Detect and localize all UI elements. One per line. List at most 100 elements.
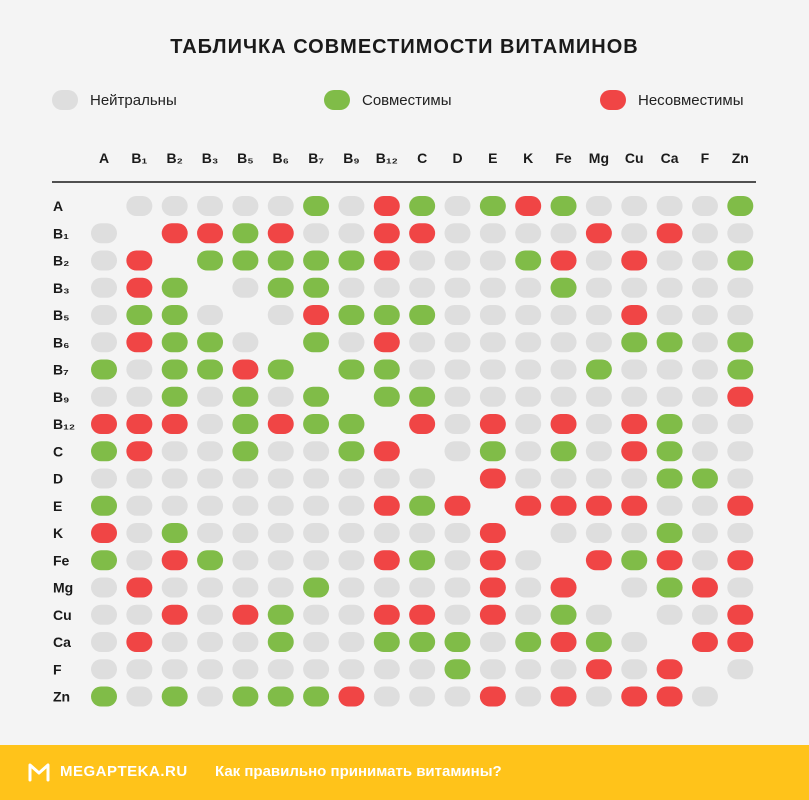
cell-b3-k [515, 277, 542, 298]
cell-cu-c [409, 604, 436, 625]
cell-k-e [479, 523, 506, 543]
column-header-d: D [452, 150, 462, 166]
cell-a-k [515, 196, 542, 216]
cell-ca-b5 [232, 632, 259, 652]
cell-b3-b12 [373, 277, 400, 298]
cell-b9-b2 [161, 386, 188, 407]
cell-mg-b9 [338, 577, 365, 598]
cell-f-c [409, 659, 436, 680]
cell-b2-e [479, 250, 506, 271]
cell-zn-b6 [267, 686, 294, 707]
cell-e-b2 [161, 495, 188, 516]
cell-d-e [479, 468, 506, 489]
cell-a-e [479, 196, 506, 216]
cell-b12-b9 [338, 414, 365, 434]
cell-b3-b5 [232, 277, 259, 298]
cell-f-b12 [373, 659, 400, 680]
cell-ca-c [409, 632, 436, 652]
cell-zn-b5 [232, 686, 259, 707]
cell-b12-e [479, 414, 506, 434]
legend-swatch-neutral [52, 90, 78, 110]
cell-ca-a [91, 632, 117, 652]
cell-ca-b6 [267, 632, 294, 652]
cell-c-b7 [303, 441, 330, 462]
cell-cu-b7 [303, 604, 330, 625]
cell-d-b7 [303, 468, 330, 489]
cell-k-b5 [232, 523, 259, 543]
cell-b12-mg [585, 414, 612, 434]
cell-b1-f [691, 223, 718, 244]
cell-f-fe [550, 659, 577, 680]
cell-a-d [444, 196, 471, 216]
row-label-b5: B₅ [53, 307, 70, 323]
cell-e-fe [550, 495, 577, 516]
cell-cu-e [479, 604, 506, 625]
cell-ca-zn [727, 632, 754, 652]
cell-b7-b2 [161, 359, 188, 380]
cell-c-b3 [197, 441, 224, 462]
cell-c-d [444, 441, 471, 462]
cell-fe-mg [585, 550, 612, 571]
cell-b2-ca [656, 250, 683, 271]
cell-k-b12 [373, 523, 400, 543]
cell-b12-b7 [303, 414, 330, 434]
cell-b2-b12 [373, 250, 400, 271]
cell-k-f [691, 523, 718, 543]
cell-c-cu [621, 441, 648, 462]
cell-b9-b6 [267, 386, 294, 407]
cell-b7-k [515, 359, 542, 380]
cell-b1-zn [727, 223, 754, 244]
cell-b9-cu [621, 386, 648, 407]
cell-mg-a [91, 577, 117, 598]
row-label-c: C [53, 443, 63, 459]
cell-b12-zn [727, 414, 754, 434]
cell-b9-b12 [373, 386, 400, 407]
vitamins-article-link[interactable]: Как правильно принимать витамины? [215, 763, 502, 780]
cell-k-zn [727, 523, 754, 543]
column-header-fe: Fe [555, 150, 572, 166]
column-header-f: F [701, 150, 710, 166]
cell-fe-b12 [373, 550, 400, 571]
cell-b5-b3 [197, 305, 224, 325]
megapteka-logo-icon [28, 763, 50, 782]
cell-mg-b6 [267, 577, 294, 598]
cell-b5-fe [550, 305, 577, 325]
cell-f-b1 [126, 659, 153, 680]
cell-d-c [409, 468, 436, 489]
cell-b2-d [444, 250, 471, 271]
cell-a-cu [621, 196, 648, 216]
cell-b7-b12 [373, 359, 400, 380]
cell-b3-b2 [161, 277, 188, 298]
cell-mg-zn [727, 577, 754, 598]
cell-b12-f [691, 414, 718, 434]
cell-b7-b6 [267, 359, 294, 380]
cell-zn-b1 [126, 686, 153, 707]
cell-b6-d [444, 332, 471, 353]
cell-b12-a [91, 414, 117, 434]
cell-zn-f [691, 686, 718, 707]
cell-f-b3 [197, 659, 224, 680]
cell-d-b2 [161, 468, 188, 489]
row-label-fe: Fe [53, 552, 70, 568]
cell-zn-ca [656, 686, 683, 707]
cell-b6-ca [656, 332, 683, 353]
row-label-b9: B₉ [53, 389, 69, 405]
cell-b7-b3 [197, 359, 224, 380]
cell-b5-d [444, 305, 471, 325]
cell-b12-b5 [232, 414, 259, 434]
cell-b1-ca [656, 223, 683, 244]
cell-b9-b5 [232, 386, 259, 407]
cell-b6-mg [585, 332, 612, 353]
cell-a-b12 [373, 196, 400, 216]
cell-c-b12 [373, 441, 400, 462]
cell-b1-a [91, 223, 117, 244]
legend-swatch-incompatible [600, 90, 626, 110]
cell-b5-b9 [338, 305, 365, 325]
cell-mg-b7 [303, 577, 330, 598]
column-header-b12: B₁₂ [376, 150, 398, 166]
cell-d-b12 [373, 468, 400, 489]
legend-label-compatible: Совместимы [362, 91, 452, 109]
column-header-e: E [488, 150, 497, 166]
cell-zn-k [515, 686, 542, 707]
cell-b6-c [409, 332, 436, 353]
